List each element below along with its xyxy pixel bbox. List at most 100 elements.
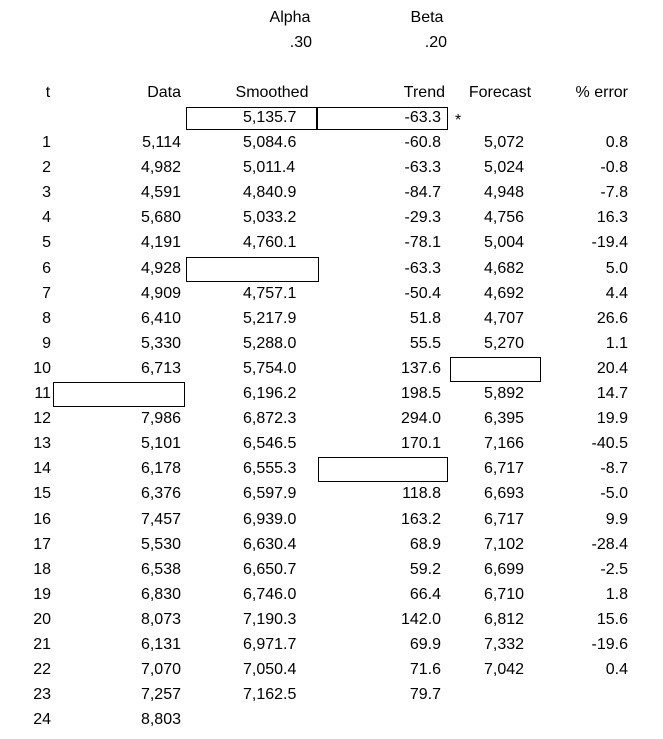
trend: 66.4 [409,585,441,603]
forecast: 5,072 [484,134,525,151]
trend: 118.8 [402,485,441,503]
forecast: 5,892 [484,385,525,402]
data: 8,803 [140,711,181,729]
column-header: Data [147,84,181,101]
forecast: 5,004 [484,234,525,252]
beta-value: .20 [424,34,447,51]
forecast: 5,270 [484,334,525,352]
column-header: t [45,84,51,101]
forecast: 6,395 [484,410,525,428]
data: 4,591 [140,184,181,202]
data: 7,070 [140,661,181,679]
period: 8 [42,309,51,327]
initial-note: * [455,112,462,129]
percent-error: 26.6 [596,309,628,327]
percent-error: 1.8 [605,585,628,603]
data: 6,131 [140,636,181,653]
period: 23 [33,686,51,704]
smoothed: 7,190.3 [243,610,297,628]
period: 20 [33,610,51,628]
smoothed: 7,050.4 [243,661,297,679]
period: 1 [42,134,51,151]
data: 6,410 [140,309,181,327]
data: 7,257 [140,686,181,704]
forecast: 4,707 [484,309,525,327]
cell-box [318,457,448,483]
data: 5,101 [140,435,181,453]
data: 4,982 [140,159,181,177]
column-header: % error [575,84,628,101]
smoothed: 7,162.5 [243,686,297,704]
column-header: Smoothed [235,84,309,101]
column-header: Forecast [468,84,532,101]
cell-box [450,356,541,382]
percent-error: 0.8 [605,134,628,151]
data: 4,909 [140,284,181,302]
trend: 294.0 [400,410,441,428]
trend: 71.6 [409,661,441,679]
trend: -50.4 [404,284,441,302]
trend: -78.1 [404,234,441,252]
data: 4,928 [140,259,181,277]
data: 4,191 [140,234,181,252]
smoothed: 5,033.2 [243,209,297,227]
percent-error: 9.9 [605,510,628,528]
period: 14 [33,460,51,478]
forecast: 6,717 [484,510,525,528]
cell-box [317,107,448,130]
data: 7,457 [140,510,181,528]
forecast: 7,042 [484,661,525,679]
percent-error: -5.0 [600,485,628,503]
alpha-label: Alpha [269,9,311,26]
smoothed: 6,630.4 [243,535,297,553]
smoothed: 4,760.1 [243,234,297,252]
percent-error: -28.4 [591,535,628,553]
trend: -29.3 [404,209,441,227]
smoothed: 6,939.0 [243,510,297,528]
forecast: 6,717 [484,460,525,478]
forecast: 4,756 [484,209,525,227]
forecast: 6,693 [484,485,525,503]
trend: 68.9 [409,535,441,553]
smoothed: 6,650.7 [243,560,297,578]
smoothed: 4,840.9 [243,184,297,202]
trend: 69.9 [409,636,441,653]
percent-error: 16.3 [596,209,628,227]
trend: 142.0 [400,610,441,628]
period: 15 [33,485,51,503]
data: 6,538 [140,560,181,578]
period: 19 [33,585,51,603]
percent-error: 14.7 [596,385,628,402]
smoothed: 6,746.0 [243,585,297,603]
initial-trend: -63.3 [404,109,441,126]
trend: 79.7 [409,686,441,704]
smoothed: 5,011.4 [243,159,296,177]
period: 2 [42,159,51,177]
smoothed: 4,757.1 [243,284,297,302]
period: 11 [34,385,51,402]
percent-error: -8.7 [600,460,628,478]
period: 17 [33,535,51,553]
period: 24 [33,711,51,729]
alpha-value: .30 [289,34,312,51]
period: 16 [33,510,51,528]
period: 12 [33,410,51,428]
smoothed: 5,217.9 [243,309,297,327]
trend: 55.5 [409,334,441,352]
period: 9 [42,334,51,352]
cell-box [186,107,317,130]
data: 7,986 [140,410,181,428]
data: 8,073 [140,610,181,628]
forecast: 7,102 [484,535,525,553]
initial-smoothed: 5,135.7 [243,109,297,126]
smoothed: 5,754.0 [243,359,297,377]
data: 5,680 [140,209,181,227]
period: 18 [33,560,51,578]
trend: -63.3 [404,259,441,277]
smoothed: 6,555.3 [243,460,297,478]
smoothed: 6,597.9 [243,485,297,503]
percent-error: -2.5 [600,560,628,578]
period: 10 [33,359,51,377]
cell-box [53,382,185,407]
forecast: 6,812 [484,610,525,628]
